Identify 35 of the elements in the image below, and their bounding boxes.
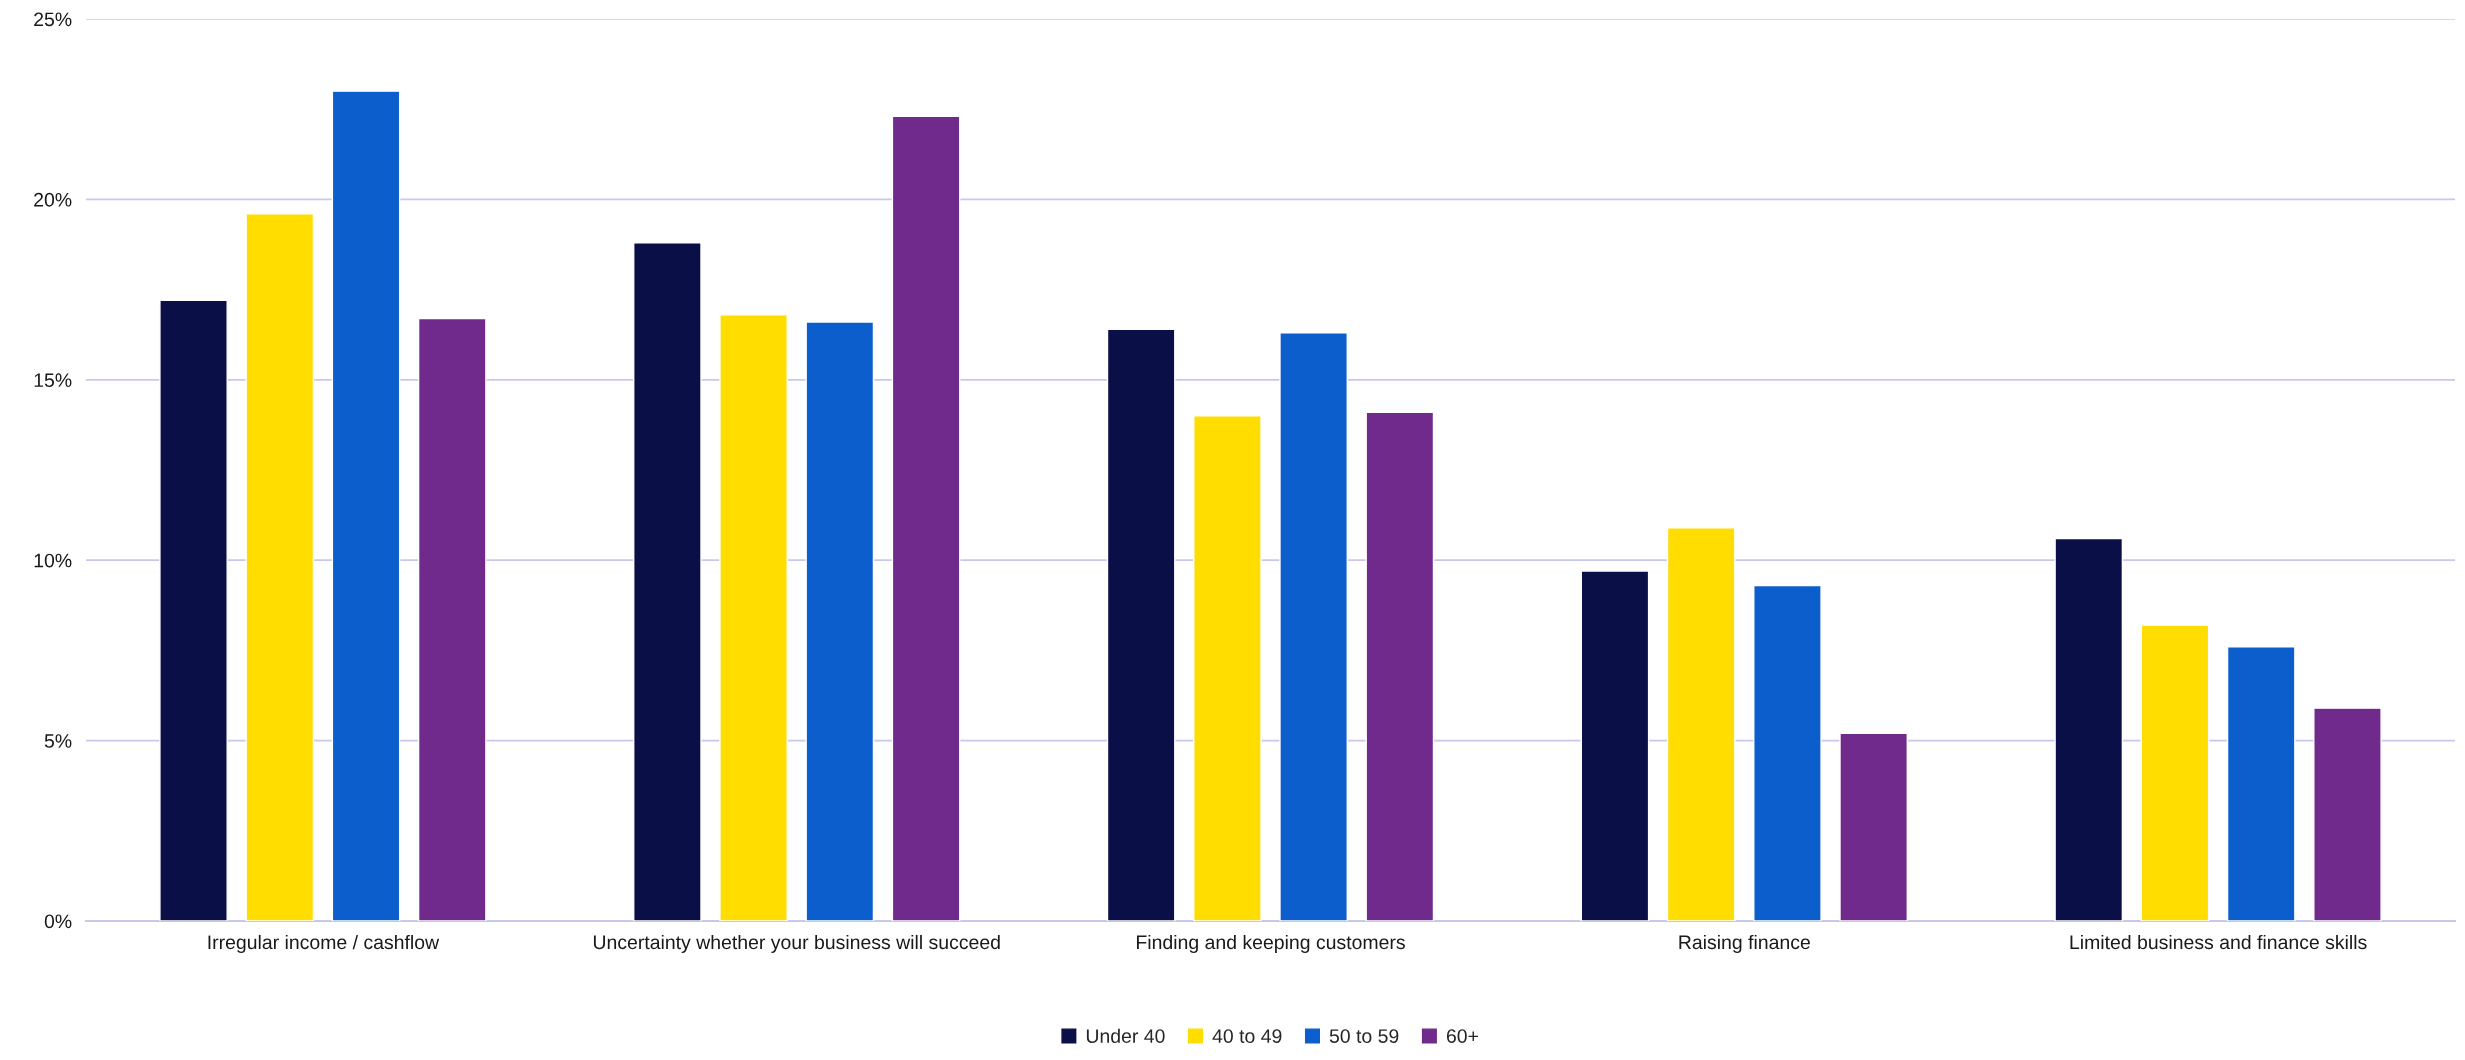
- bar: [1580, 570, 1650, 921]
- bar: [1193, 415, 1262, 921]
- bar: [2226, 646, 2296, 921]
- y-tick-label: 10%: [34, 553, 72, 568]
- x-tick-label: Limited business and finance skills: [2070, 934, 2367, 950]
- y-tick-label: 5%: [44, 734, 72, 748]
- bar: [1279, 332, 1348, 921]
- bar: [1666, 527, 1736, 921]
- bar: [2140, 624, 2210, 921]
- x-tick-label: Uncertainty whether your business will succeed: [593, 934, 1000, 954]
- x-tick-label: Raising finance: [1679, 934, 1810, 954]
- y-tick-label: 0%: [44, 914, 72, 929]
- bar: [633, 242, 702, 921]
- y-tick-label: 15%: [34, 373, 72, 388]
- bar: [719, 314, 788, 921]
- bar: [245, 213, 315, 921]
- x-tick-label: Irregular income / cashflow: [208, 934, 440, 954]
- legend-label: 40 to 49: [1212, 1029, 1282, 1043]
- x-tick-label: Finding and keeping customers: [1137, 934, 1405, 954]
- legend-label: Under 40: [1086, 1028, 1165, 1043]
- bar: [331, 90, 401, 921]
- y-tick-label: 25%: [34, 12, 72, 27]
- bar: [1839, 732, 1908, 921]
- bar: [2313, 707, 2382, 921]
- bar: [1106, 328, 1176, 921]
- bar: [805, 321, 875, 921]
- bar: [1365, 411, 1435, 921]
- legend-label: 50 to 59: [1329, 1029, 1399, 1043]
- bar: [417, 317, 487, 921]
- bar: [2054, 537, 2124, 921]
- y-tick-label: 20%: [34, 192, 72, 207]
- legend-label: 60+: [1446, 1029, 1478, 1043]
- bar: [159, 299, 228, 921]
- bar: [891, 115, 961, 921]
- bar: [1753, 584, 1822, 921]
